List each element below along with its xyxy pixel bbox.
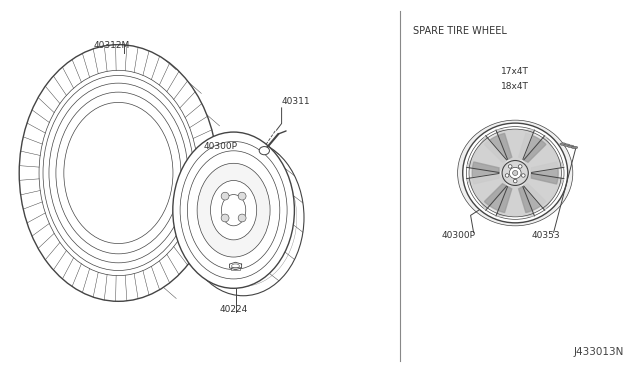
Ellipse shape — [64, 102, 173, 244]
Ellipse shape — [458, 120, 573, 226]
Polygon shape — [484, 134, 512, 162]
Text: 40353: 40353 — [531, 231, 560, 240]
Ellipse shape — [238, 214, 246, 222]
Ellipse shape — [513, 179, 517, 183]
Polygon shape — [524, 136, 564, 173]
Text: 40311: 40311 — [282, 97, 310, 106]
Ellipse shape — [522, 174, 525, 177]
Ellipse shape — [470, 129, 561, 217]
Text: 40224: 40224 — [220, 305, 248, 314]
Polygon shape — [518, 184, 546, 212]
Bar — [230, 267, 241, 270]
Ellipse shape — [508, 165, 512, 168]
Text: 40300P: 40300P — [442, 231, 476, 240]
Ellipse shape — [560, 143, 566, 145]
Polygon shape — [524, 173, 564, 210]
Text: 17x4T: 17x4T — [501, 67, 529, 76]
Ellipse shape — [518, 165, 522, 168]
Ellipse shape — [505, 174, 509, 177]
Polygon shape — [496, 187, 534, 216]
Ellipse shape — [221, 195, 246, 226]
Ellipse shape — [197, 163, 270, 257]
Polygon shape — [467, 136, 506, 173]
Ellipse shape — [568, 145, 574, 148]
Ellipse shape — [221, 192, 229, 200]
Text: 40300P: 40300P — [204, 142, 238, 151]
Ellipse shape — [572, 146, 578, 149]
Text: 40312M: 40312M — [94, 41, 130, 50]
Ellipse shape — [513, 170, 518, 176]
Text: SPARE TIRE WHEEL: SPARE TIRE WHEEL — [413, 26, 507, 36]
Ellipse shape — [238, 192, 246, 200]
Ellipse shape — [502, 160, 529, 186]
Polygon shape — [484, 184, 512, 212]
Ellipse shape — [463, 123, 568, 223]
Ellipse shape — [221, 214, 229, 222]
Ellipse shape — [19, 45, 218, 301]
Ellipse shape — [467, 126, 564, 219]
Text: J433013N: J433013N — [573, 347, 624, 357]
Polygon shape — [467, 173, 506, 210]
Ellipse shape — [564, 144, 570, 147]
Polygon shape — [472, 162, 499, 184]
Ellipse shape — [211, 180, 257, 240]
Ellipse shape — [173, 132, 294, 288]
Text: 18x4T: 18x4T — [501, 82, 529, 91]
Ellipse shape — [259, 147, 269, 155]
Ellipse shape — [39, 70, 198, 276]
Polygon shape — [518, 134, 546, 162]
Ellipse shape — [509, 167, 521, 179]
Polygon shape — [496, 130, 534, 159]
Polygon shape — [531, 162, 558, 184]
